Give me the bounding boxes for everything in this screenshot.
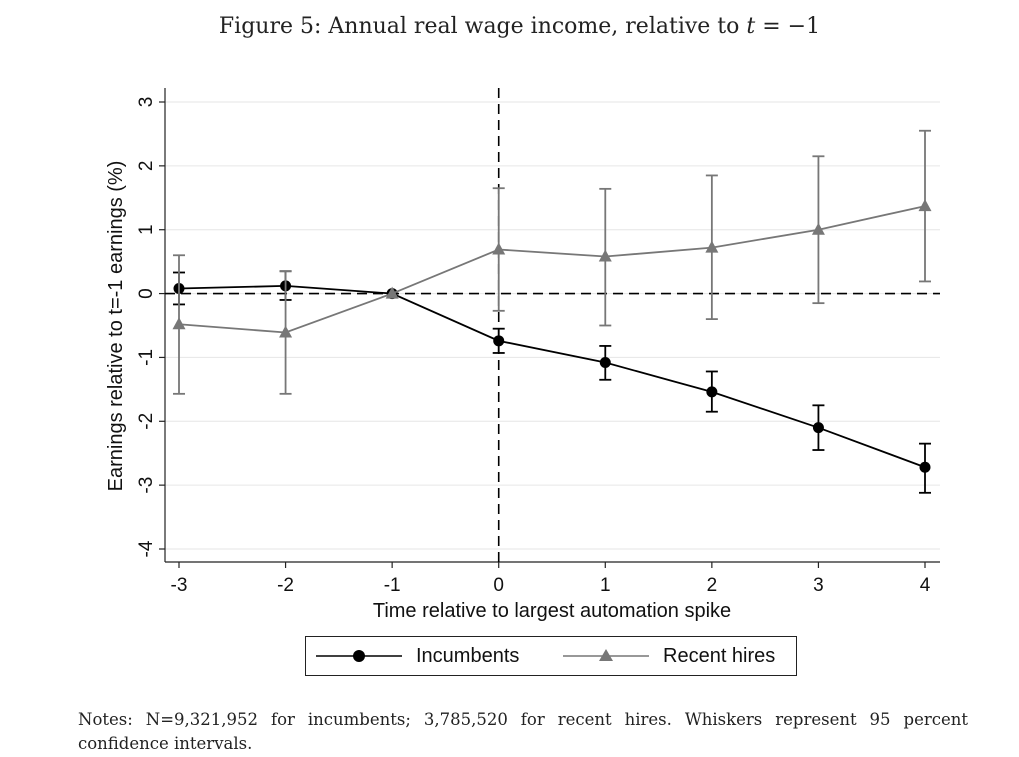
x-tick-label: -1 xyxy=(384,575,401,596)
legend-label-recent-hires: Recent hires xyxy=(663,644,776,667)
y-tick-label: -4 xyxy=(136,540,157,557)
x-tick-label: 3 xyxy=(813,575,824,596)
x-tick-label: 1 xyxy=(600,575,611,596)
data-point-recent-hires xyxy=(811,222,825,235)
figure-title-variable: t xyxy=(746,14,756,39)
legend-label-incumbents: Incumbents xyxy=(416,644,520,667)
gridlines xyxy=(165,101,940,550)
x-tick-label: 4 xyxy=(920,575,931,596)
legend-swatch-recent-hires xyxy=(563,649,649,661)
y-tick-label: 1 xyxy=(136,224,157,235)
figure-title: Figure 5: Annual real wage income, relat… xyxy=(0,14,1019,39)
y-tick-label: 0 xyxy=(136,288,157,299)
legend-item-recent-hires: Recent hires xyxy=(563,637,775,675)
data-point-incumbents xyxy=(599,357,611,369)
series-layer xyxy=(172,129,932,494)
data-point-incumbents xyxy=(706,386,718,398)
y-tick-label: -2 xyxy=(136,413,157,430)
y-ticks: 3 2 1 0 -1 -2 -3 -4 xyxy=(136,97,165,557)
y-axis-label: Earnings relative to t=-1 earnings (%) xyxy=(105,161,127,492)
y-tick-label: -3 xyxy=(136,477,157,494)
data-point-recent-hires xyxy=(279,325,293,338)
chart: 3 2 1 0 -1 -2 -3 -4 -3 -2 -1 0 1 2 3 4 Time relative t… xyxy=(105,88,940,622)
data-point-recent-hires xyxy=(598,249,612,262)
data-point-incumbents xyxy=(919,461,931,473)
x-axis-label: Time relative to largest automation spik… xyxy=(373,600,731,622)
series-line-incumbents xyxy=(178,285,926,469)
x-tick-label: 0 xyxy=(493,575,504,596)
legend-item-incumbents: Incumbents xyxy=(316,637,519,675)
figure-title-suffix: = −1 xyxy=(755,14,821,39)
data-point-recent-hires xyxy=(385,286,399,299)
data-point-incumbents xyxy=(812,422,824,434)
data-point-recent-hires xyxy=(918,199,932,212)
reference-lines xyxy=(165,88,940,562)
y-tick-label: 2 xyxy=(136,161,157,172)
y-tick-label: -1 xyxy=(136,349,157,366)
figure-title-text: Figure 5: Annual real wage income, relat… xyxy=(218,14,747,39)
x-ticks: -3 -2 -1 0 1 2 3 4 xyxy=(171,562,931,596)
data-point-recent-hires xyxy=(172,317,186,330)
data-point-recent-hires xyxy=(492,242,506,255)
series-recent-hires xyxy=(172,129,932,395)
y-tick-label: 3 xyxy=(136,97,157,108)
x-tick-label: -2 xyxy=(277,575,294,596)
legend: Incumbents Recent hires xyxy=(305,636,797,676)
series-line-recent-hires xyxy=(178,205,926,334)
data-point-incumbents xyxy=(493,335,505,347)
x-tick-label: 2 xyxy=(707,575,718,596)
x-tick-label: -3 xyxy=(171,575,188,596)
figure-notes: Notes: N=9,321,952 for incumbents; 3,785… xyxy=(78,710,968,753)
series-incumbents xyxy=(173,270,931,494)
legend-swatch-incumbents xyxy=(316,650,402,662)
data-point-recent-hires xyxy=(705,240,719,253)
